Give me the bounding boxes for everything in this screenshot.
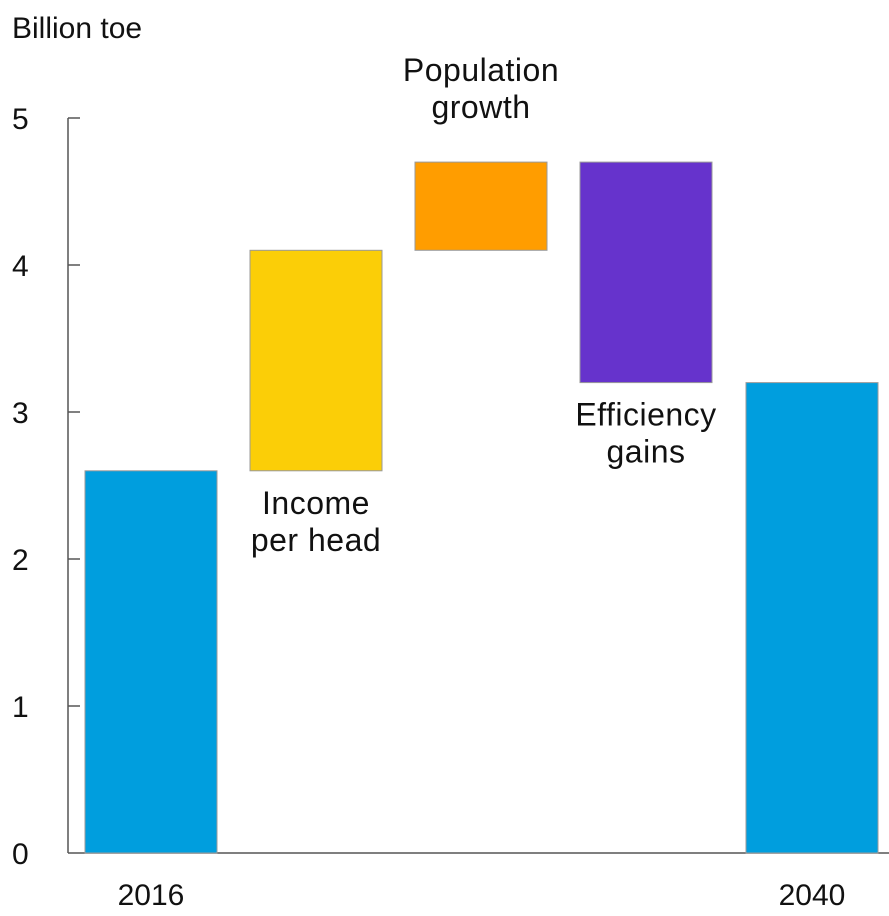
y-tick-label: 5 xyxy=(12,103,29,136)
bars xyxy=(84,161,879,854)
bar-income xyxy=(249,249,383,472)
y-axis-unit-label: Billion toe xyxy=(12,12,142,45)
x-category-label-2040: 2040 xyxy=(779,879,846,912)
y-tick-label: 1 xyxy=(12,691,29,724)
bar-start-2016 xyxy=(84,470,218,854)
x-axis-labels: 2016 2040 xyxy=(118,879,846,912)
y-tick-label: 0 xyxy=(12,838,29,871)
annotation-efficiency: Efficiency gains xyxy=(575,397,716,470)
annotation-population: Population growth xyxy=(403,52,559,125)
bar-end-2040 xyxy=(745,382,879,854)
x-category-label-2016: 2016 xyxy=(118,879,185,912)
bar-efficiency xyxy=(579,161,713,384)
y-tick-label: 4 xyxy=(12,250,29,283)
y-tick-label: 2 xyxy=(12,544,29,577)
annotation-income: Income per head xyxy=(251,485,381,558)
annotations: Income per head Population growth Efficiency… xyxy=(251,52,716,558)
bar-population xyxy=(414,161,548,251)
y-tick-label: 3 xyxy=(12,397,29,430)
